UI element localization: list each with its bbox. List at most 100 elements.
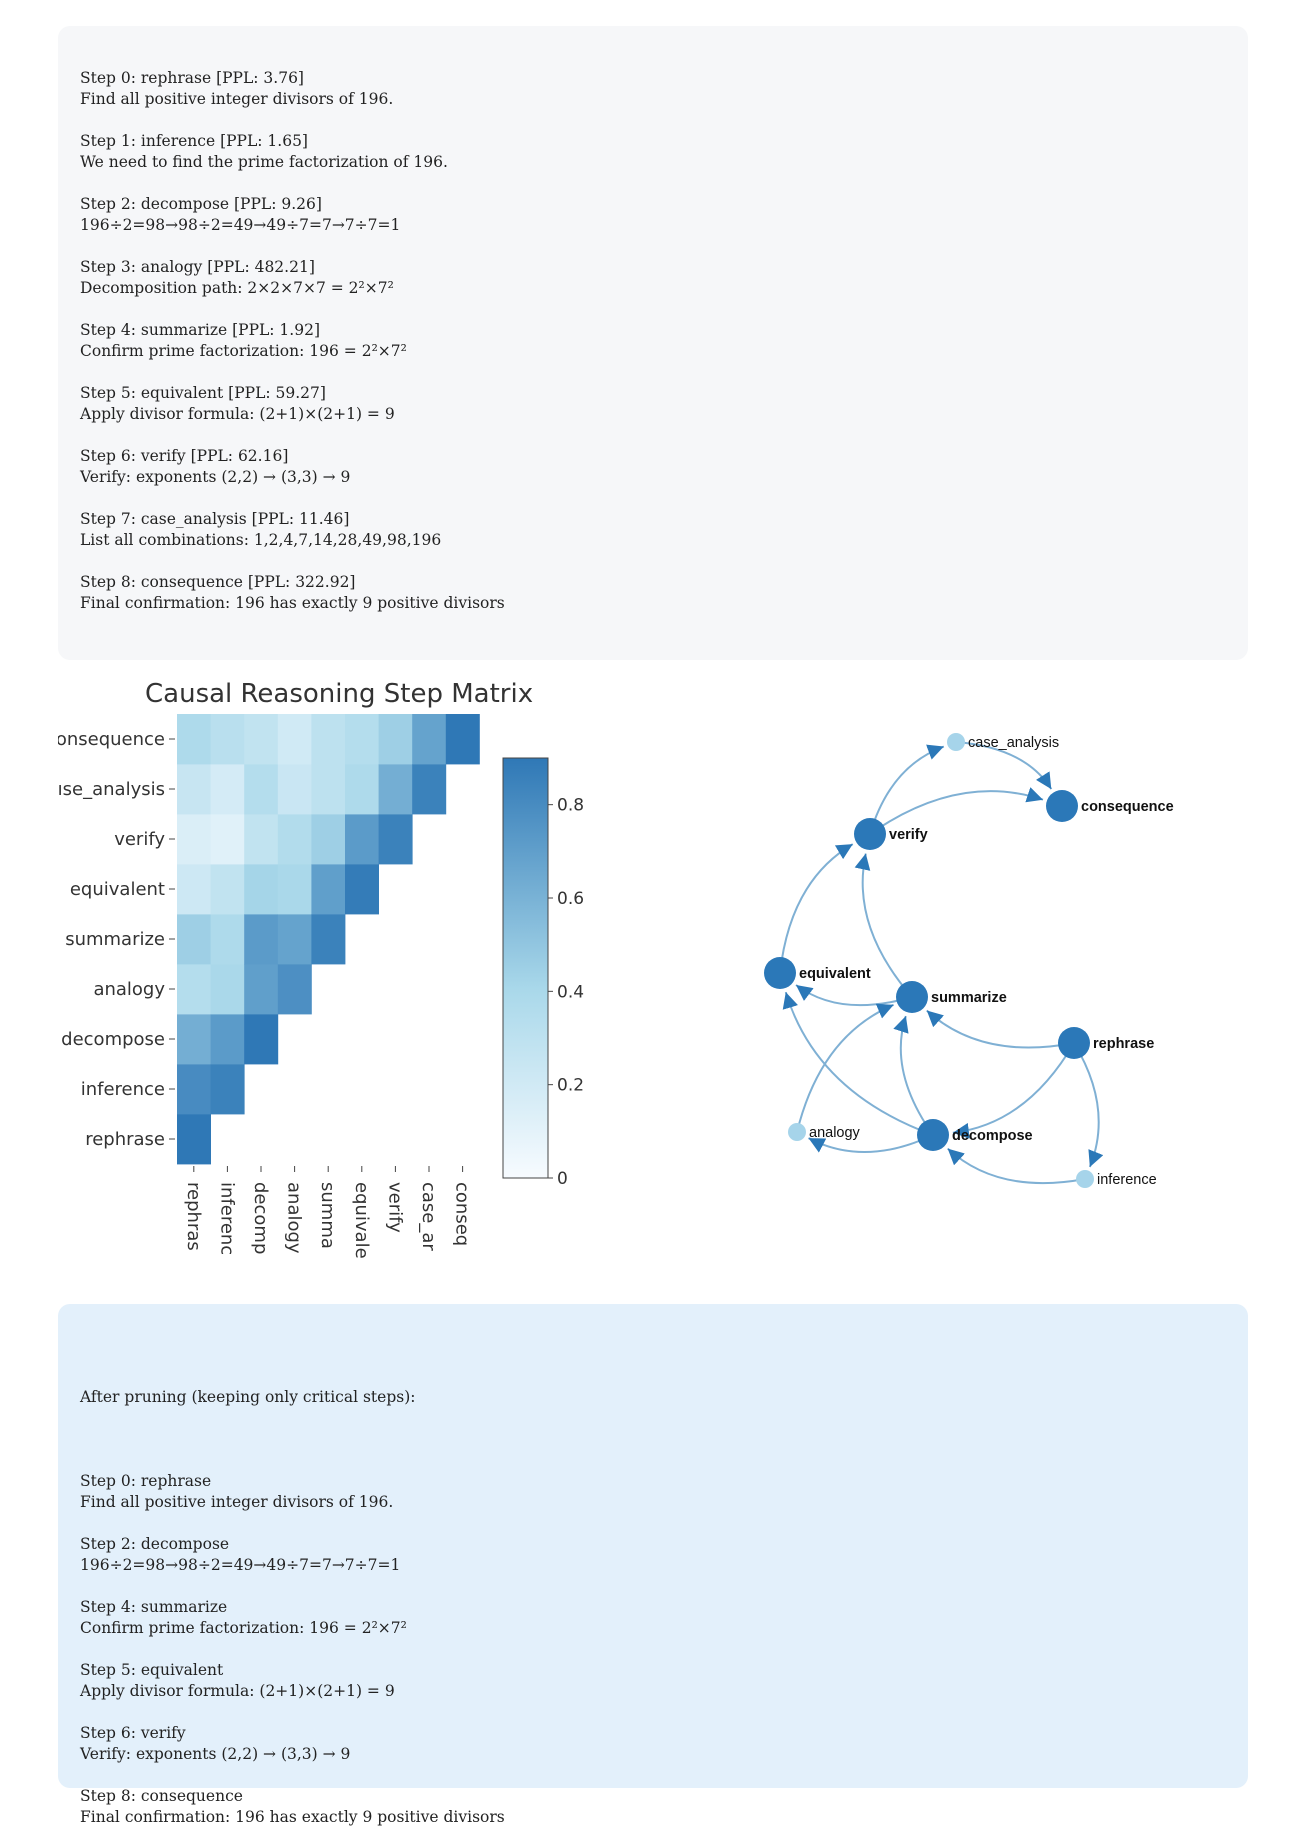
heatmap-cell (244, 1014, 279, 1065)
pruned-step-header: Step 5: equivalent (80, 1661, 224, 1679)
network-edge (926, 1009, 1075, 1049)
heatmap-cell (177, 964, 211, 1015)
heatmap-cell (244, 914, 279, 965)
heatmap-cell (412, 714, 447, 765)
network-node-label: rephrase (1093, 1036, 1154, 1052)
heatmap-cell (378, 714, 413, 765)
colorbar-tick-label: 0.8 (557, 796, 584, 816)
heatmap-cell (345, 814, 379, 865)
blank-line (80, 1702, 505, 1723)
colorbar-tick-label: 0.2 (557, 1076, 584, 1096)
blank-line (80, 1513, 505, 1534)
x-tick-label: summa (317, 1182, 338, 1249)
heatmap-cell (311, 714, 346, 765)
pruned-step-text: Find all positive integer divisors of 19… (80, 1493, 394, 1511)
pruned-step-text: Apply divisor formula: (2+1)×(2+1) = 9 (80, 1682, 395, 1700)
step-text: List all combinations: 1,2,4,7,14,28,49,… (80, 531, 442, 549)
network-edge (893, 1015, 934, 1136)
network-edge (1073, 1042, 1104, 1168)
network-node-label: equivalent (799, 966, 871, 982)
heatmap-cell (277, 814, 312, 865)
step-header: Step 1: inference [PPL: 1.65] (80, 132, 308, 150)
step-header: Step 6: verify [PPL: 62.16] (80, 447, 289, 465)
blank-line (80, 299, 505, 320)
network-edge (869, 744, 945, 835)
y-tick-label: inference (81, 1079, 165, 1100)
step-header: Step 5: equivalent [PPL: 59.27] (80, 384, 326, 402)
blank-line (80, 362, 505, 383)
network-node (917, 1119, 949, 1151)
reasoning-steps-panel: Step 0: rephrase [PPL: 3.76] Find all pos… (58, 26, 1248, 660)
y-tick-label: onsequence (56, 729, 165, 750)
y-tick-label: equivalent (70, 879, 165, 900)
step-text: Confirm prime factorization: 196 = 2²×7² (80, 342, 407, 360)
blank-line (80, 551, 505, 572)
heatmap-cell (445, 714, 480, 765)
heatmap-cell (210, 714, 245, 765)
colorbar-tick-label: 0 (557, 1169, 568, 1189)
colorbar-tick-label: 0.6 (557, 889, 584, 909)
pruned-step-text: Verify: exponents (2,2) → (3,3) → 9 (80, 1745, 351, 1763)
colorbar (502, 757, 549, 1179)
network-node (947, 733, 965, 751)
network-edge (782, 991, 934, 1136)
step-text: We need to find the prime factorization … (80, 153, 448, 171)
label-clip-mask (0, 668, 58, 1188)
colorbar-tick-label: 0.4 (557, 982, 584, 1002)
heatmap-cell (277, 964, 312, 1015)
pruned-step-header: Step 2: decompose (80, 1535, 230, 1553)
heatmap-cell (177, 1014, 211, 1065)
heatmap-cell (177, 714, 211, 765)
step-text: Decomposition path: 2×2×7×7 = 2²×7² (80, 279, 394, 297)
heatmap-cells (177, 714, 480, 1165)
step-text: 196÷2=98→98÷2=49→49÷7=7→7÷7=1 (80, 216, 401, 234)
network-edge (955, 741, 1053, 790)
y-tick-label: decompose (61, 1029, 165, 1050)
pruned-steps-panel: After pruning (keeping only critical ste… (58, 1304, 1248, 1826)
blank-line (80, 488, 505, 509)
heatmap-cell (244, 764, 279, 815)
network-node (764, 957, 796, 989)
blank-line (80, 173, 505, 194)
y-tick-label: analogy (93, 979, 165, 1000)
pruned-step-header: Step 6: verify (80, 1724, 186, 1742)
pruned-intro: After pruning (keeping only critical ste… (80, 1388, 416, 1406)
heatmap-cell (177, 1114, 211, 1165)
heatmap-cell (244, 964, 279, 1015)
heatmap-cell (311, 814, 346, 865)
step-header: Step 8: consequence [PPL: 322.92] (80, 573, 356, 591)
step-text: Apply divisor formula: (2+1)×(2+1) = 9 (80, 405, 395, 423)
heatmap-cell (210, 914, 245, 965)
heatmap-cell (177, 864, 211, 915)
x-tick-label: case_ar (418, 1182, 439, 1251)
heatmap-cell (177, 914, 211, 965)
step-header: Step 4: summarize [PPL: 1.92] (80, 321, 320, 339)
network-node-label: inference (1097, 1172, 1157, 1188)
network-node (896, 981, 928, 1013)
heatmap-cell (412, 764, 447, 815)
network-node (1058, 1027, 1090, 1059)
network-node-label: consequence (1081, 799, 1174, 815)
heatmap-cell (177, 764, 211, 815)
heatmap-cell (210, 764, 245, 815)
blank-line (80, 1450, 505, 1471)
pruned-step-text: 196÷2=98→98÷2=49→49÷7=7→7÷7=1 (80, 1556, 401, 1574)
heatmap-cell (210, 814, 245, 865)
network-edge (952, 1042, 1075, 1139)
x-tick-label: verify (384, 1182, 405, 1233)
network-node-label: analogy (809, 1125, 861, 1141)
network-edge (869, 787, 1044, 835)
heatmap-cell (277, 714, 312, 765)
blank-line (80, 110, 505, 131)
step-header: Step 0: rephrase [PPL: 3.76] (80, 69, 304, 87)
x-tick-label: conseq (452, 1182, 473, 1246)
step-header: Step 2: decompose [PPL: 9.26] (80, 195, 322, 213)
blank-line (80, 1639, 505, 1660)
network-node (854, 818, 886, 850)
x-tick-label: decomp (250, 1182, 271, 1254)
heatmap-cell (378, 764, 413, 815)
pruned-text-block: After pruning (keeping only critical ste… (80, 1345, 505, 1828)
network-edge (947, 1147, 1086, 1185)
step-text: Verify: exponents (2,2) → (3,3) → 9 (80, 468, 351, 486)
x-tick-label: analogy (284, 1182, 305, 1254)
